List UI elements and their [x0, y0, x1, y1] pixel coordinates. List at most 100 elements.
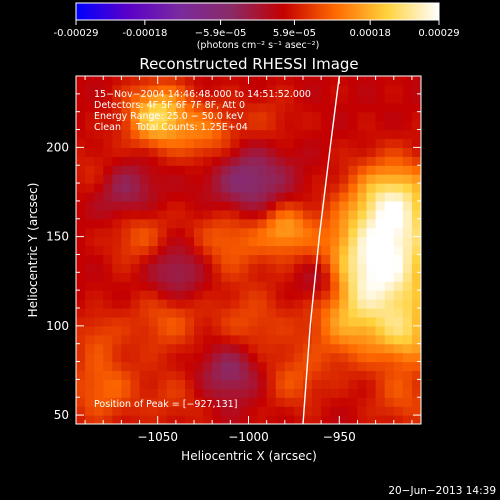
heatmap-cell [266, 379, 277, 389]
heatmap-cell [157, 334, 168, 345]
heatmap-cell [175, 254, 186, 264]
heatmap-cell [112, 361, 122, 372]
heatmap-cell [194, 218, 204, 229]
heatmap-cell [375, 183, 386, 193]
heatmap-cell [330, 183, 340, 193]
annotation-detectors: Detectors: 4F 5F 6F 7F 8F, Att 0 [94, 100, 245, 111]
heatmap-cell [166, 84, 177, 95]
heatmap-cell [275, 308, 286, 318]
heatmap-cell [184, 200, 195, 211]
heatmap-cell [366, 165, 377, 175]
heatmap-cell [375, 165, 386, 175]
heatmap-cell [393, 111, 404, 122]
heatmap-cell [312, 245, 322, 256]
heatmap-cell [266, 254, 277, 264]
heatmap-cell [275, 370, 286, 380]
heatmap-cell [148, 263, 159, 273]
heatmap-cell [357, 147, 368, 157]
heatmap-cell [330, 165, 340, 175]
heatmap-cell [76, 165, 86, 175]
heatmap-cell [321, 111, 331, 122]
heatmap-cell [212, 415, 222, 424]
heatmap-cell [121, 254, 132, 264]
heatmap-cell [339, 111, 349, 122]
heatmap-cell [248, 415, 259, 424]
heatmap-cell [248, 343, 259, 354]
heatmap-cell [121, 343, 132, 354]
heatmap-cell [230, 325, 241, 336]
heatmap-cell [348, 290, 359, 300]
heatmap-cell [275, 156, 286, 166]
heatmap-cell [103, 209, 113, 220]
heatmap-cell [184, 334, 195, 345]
heatmap-cell [239, 406, 250, 416]
heatmap-cell [266, 147, 277, 157]
heatmap-cell [221, 102, 231, 113]
heatmap-cell [384, 334, 395, 345]
heatmap-cell [239, 165, 250, 175]
heatmap-cell [393, 120, 404, 131]
heatmap-cell [130, 147, 141, 157]
heatmap-cell [366, 156, 377, 166]
heatmap-cell [85, 138, 95, 148]
heatmap-cell [85, 281, 95, 291]
heatmap-cell [248, 156, 259, 166]
heatmap-cell [112, 120, 122, 131]
heatmap-cell [375, 272, 386, 282]
heatmap-cell [157, 227, 168, 238]
heatmap-cell [94, 165, 104, 175]
heatmap-cell [194, 334, 204, 345]
heatmap-cell [212, 200, 222, 211]
heatmap-cell [321, 272, 331, 282]
heatmap-cell [221, 227, 231, 238]
heatmap-cell [203, 272, 213, 282]
heatmap-cell [293, 156, 304, 166]
colorbar: -0.00029 -0.00018 −5.9e−05 5.9e−05 0.00018 0.… [54, 2, 460, 51]
heatmap-cell [257, 352, 268, 363]
heatmap-cell [166, 343, 177, 354]
heatmap-cell [76, 299, 86, 309]
heatmap-cell [85, 272, 95, 282]
heatmap-cell [266, 102, 277, 113]
heatmap-cell [94, 406, 104, 416]
heatmap-cell [139, 111, 150, 122]
heatmap-cell [411, 290, 421, 300]
heatmap-cell [248, 192, 259, 202]
heatmap-cell [94, 93, 104, 104]
heatmap-cell [375, 245, 386, 256]
heatmap-cell [94, 388, 104, 398]
heatmap-cell [393, 174, 404, 184]
heatmap-cell [203, 397, 213, 407]
heatmap-cell [166, 183, 177, 193]
heatmap-cell [302, 308, 313, 318]
heatmap-cell [94, 245, 104, 256]
heatmap-cell [194, 93, 204, 104]
heatmap-cell [121, 227, 132, 238]
heatmap-cell [411, 111, 421, 122]
heatmap-cell [166, 93, 177, 104]
heatmap-cell [175, 156, 186, 166]
heatmap-cell [393, 334, 404, 345]
heatmap-cell [121, 84, 132, 95]
heatmap-cell [221, 138, 231, 148]
heatmap-cell [230, 192, 241, 202]
heatmap-cell [175, 308, 186, 318]
heatmap-cell [366, 263, 377, 273]
heatmap-cell [85, 111, 95, 122]
heatmap-cell [284, 325, 295, 336]
heatmap-cell [148, 361, 159, 372]
heatmap-cell [402, 129, 413, 140]
heatmap-cell [411, 263, 421, 273]
heatmap-cell [339, 299, 349, 309]
heatmap-cell [375, 138, 386, 148]
heatmap-cell [121, 263, 132, 273]
heatmap-cell [357, 209, 368, 220]
heatmap-cell [312, 236, 322, 247]
heatmap-cell [357, 272, 368, 282]
heatmap-cell [411, 120, 421, 131]
heatmap-cell [130, 352, 141, 363]
heatmap-cell [293, 308, 304, 318]
heatmap-cell [112, 165, 122, 175]
heatmap-cell [248, 334, 259, 345]
heatmap-cell [184, 325, 195, 336]
